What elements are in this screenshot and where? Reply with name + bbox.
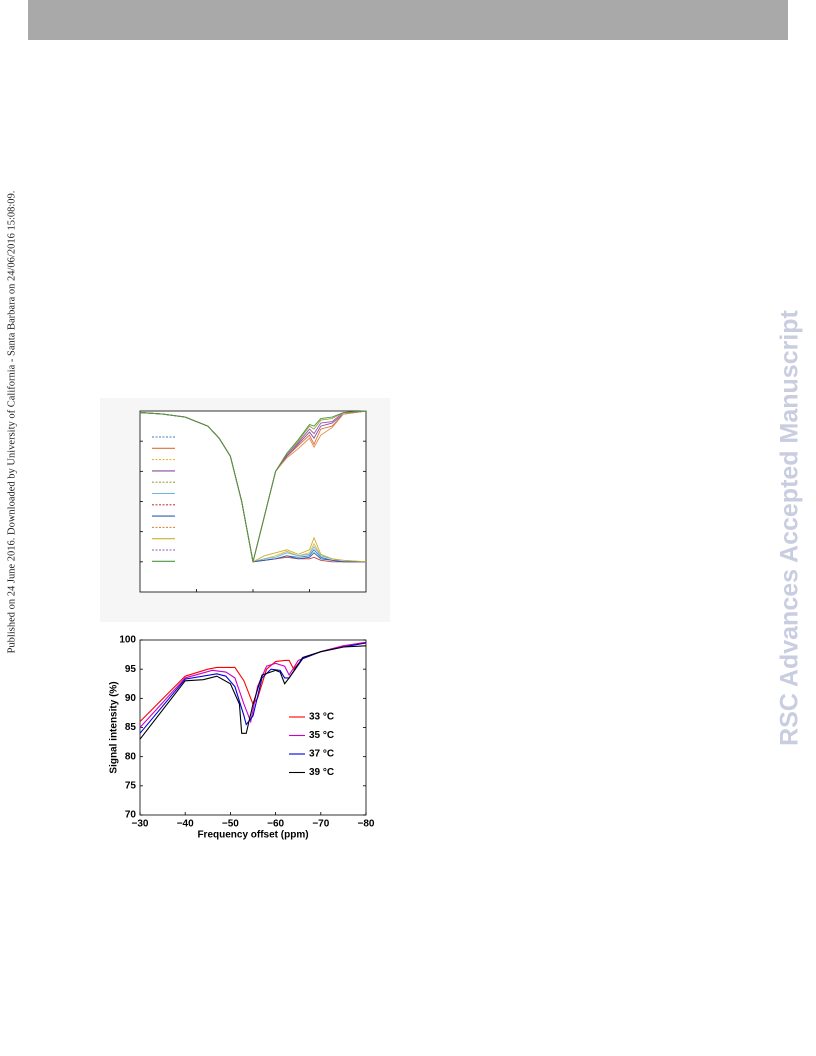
legend-label: 37 °C xyxy=(309,749,334,760)
y-tick-label: 100 xyxy=(119,635,136,646)
legend-label: 35 °C xyxy=(309,730,334,741)
x-tick-label: −30 xyxy=(132,819,149,830)
plot-area xyxy=(139,410,367,593)
y-tick-label: 70 xyxy=(125,810,137,821)
plot-area xyxy=(139,639,367,816)
x-tick-label: −70 xyxy=(312,819,329,830)
x-tick-label: −50 xyxy=(222,819,239,830)
series-line xyxy=(139,642,367,734)
x-tick-label: −40 xyxy=(177,819,194,830)
header-bar xyxy=(28,0,788,40)
y-tick-label: 95 xyxy=(125,664,137,675)
y-axis-label: Signal intensity (%) xyxy=(109,681,120,773)
x-tick-label: −60 xyxy=(267,819,284,830)
y-tick-label: 75 xyxy=(125,780,137,791)
y-tick-label: 85 xyxy=(125,722,137,733)
y-tick-label: 80 xyxy=(125,751,137,762)
legend-label: 33 °C xyxy=(309,712,334,723)
series-line xyxy=(139,645,367,740)
x-axis-label: Frequency offset (ppm) xyxy=(197,830,308,841)
y-tick-label: 90 xyxy=(125,693,137,704)
series-line xyxy=(139,410,367,562)
x-tick-label: −80 xyxy=(358,819,375,830)
legend-label: 39 °C xyxy=(309,767,334,778)
